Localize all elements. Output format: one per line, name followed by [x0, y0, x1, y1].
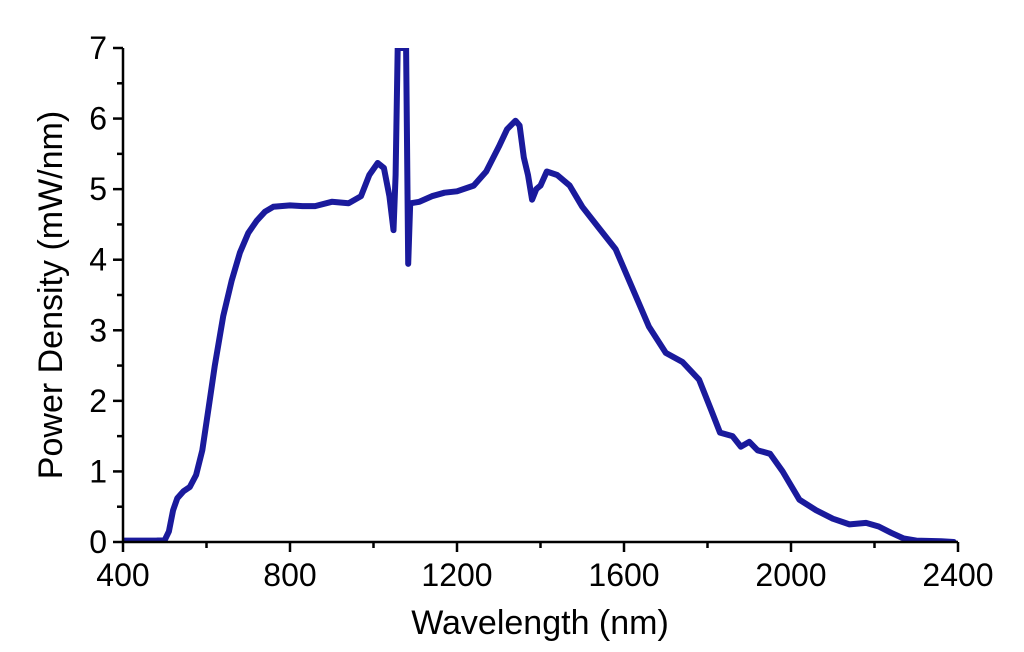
- plot-area: [123, 48, 957, 542]
- series-line: [123, 48, 957, 542]
- y-axis: 0 1 2 3 4 5 6 7: [89, 30, 125, 560]
- x-axis-title: Wavelength (nm): [411, 604, 669, 642]
- y-tick-label: 1: [89, 453, 107, 489]
- y-tick-label: 7: [89, 30, 107, 66]
- x-tick-label: 2000: [755, 557, 826, 593]
- y-tick-label: 0: [89, 524, 107, 560]
- y-axis-title: Power Density (mW/nm): [32, 111, 70, 479]
- x-tick-label: 400: [96, 557, 149, 593]
- y-tick-label: 6: [89, 101, 107, 137]
- y-tick-label: 5: [89, 171, 107, 207]
- x-tick-label: 1200: [421, 557, 492, 593]
- x-tick-label: 2400: [922, 557, 993, 593]
- y-tick-label: 4: [89, 242, 107, 278]
- x-tick-label: 800: [263, 557, 316, 593]
- y-tick-label: 3: [89, 312, 107, 348]
- x-axis: 400 800 1200 1600 2000 2400: [96, 540, 994, 593]
- x-tick-label: 1600: [588, 557, 659, 593]
- y-tick-label: 2: [89, 383, 107, 419]
